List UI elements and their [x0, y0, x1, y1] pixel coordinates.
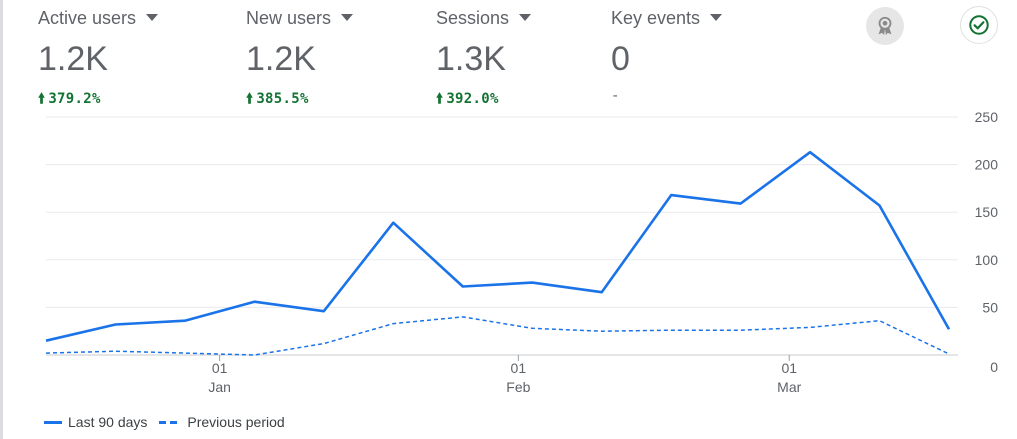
- award-ribbon-icon: [878, 16, 892, 36]
- series-line-previous-period: [45, 316, 950, 356]
- legend-item-last-90-days[interactable]: Last 90 days: [44, 414, 147, 430]
- legend-item-previous-period[interactable]: Previous period: [159, 414, 285, 430]
- metric-value: 0: [611, 40, 630, 78]
- chart-legend: Last 90 days Previous period: [44, 414, 297, 430]
- metric-tab-key-events[interactable]: Key events 0 -: [611, 0, 771, 115]
- metric-value: 1.2K: [246, 40, 316, 78]
- legend-label: Last 90 days: [68, 414, 148, 430]
- metric-tab-active-users[interactable]: Active users 1.2K 🠙 379.2%: [38, 0, 228, 115]
- dropdown-caret-icon: [519, 14, 532, 21]
- metric-tab-sessions[interactable]: Sessions 1.3K 🠙 392.0%: [436, 0, 596, 115]
- line-chart: 0 50 100 150 200 250 01 Jan 01 Feb 01 Mar: [45, 109, 999, 395]
- dashed-line-swatch: [159, 420, 182, 424]
- metric-name: Active users: [38, 8, 159, 29]
- y-tick-label: 200: [975, 157, 999, 173]
- check-circle-icon: [969, 15, 989, 35]
- arrow-up-icon: 🠙: [38, 91, 46, 107]
- arrow-up-icon: 🠙: [436, 91, 444, 107]
- metric-name: Key events: [611, 8, 723, 29]
- x-tick-month: Mar: [777, 379, 801, 395]
- x-tick-day: 01: [212, 360, 228, 376]
- y-tick-label: 150: [975, 204, 999, 220]
- solid-line-swatch: [44, 420, 62, 424]
- status-check-button[interactable]: [960, 6, 998, 44]
- x-tick-month: Feb: [506, 379, 530, 395]
- metric-change: 🠙 379.2%: [38, 88, 101, 112]
- series-line-last-90-days: [45, 150, 951, 342]
- metric-name: New users: [246, 8, 354, 29]
- x-tick-day: 01: [511, 360, 527, 376]
- legend-label: Previous period: [187, 414, 285, 430]
- y-tick-label: 50: [982, 299, 998, 315]
- x-tick-day: 01: [781, 360, 797, 376]
- metric-change: -: [611, 88, 620, 104]
- metric-change: 🠙 385.5%: [246, 88, 309, 112]
- metric-name: Sessions: [436, 8, 532, 29]
- x-tick-month: Jan: [208, 379, 231, 395]
- panel-left-edge: [0, 0, 3, 439]
- y-tick-label: 100: [975, 252, 999, 268]
- dropdown-caret-icon: [341, 14, 354, 21]
- metric-tab-new-users[interactable]: New users 1.2K 🠙 385.5%: [246, 0, 416, 115]
- metric-value: 1.2K: [38, 40, 108, 78]
- insights-badge-button[interactable]: [866, 7, 904, 45]
- y-tick-label: 250: [975, 109, 999, 125]
- metric-change: 🠙 392.0%: [436, 88, 499, 112]
- arrow-up-icon: 🠙: [246, 91, 254, 107]
- dropdown-caret-icon: [146, 14, 159, 21]
- metric-value: 1.3K: [436, 40, 506, 78]
- dropdown-caret-icon: [710, 14, 723, 21]
- y-tick-label: 0: [990, 359, 998, 375]
